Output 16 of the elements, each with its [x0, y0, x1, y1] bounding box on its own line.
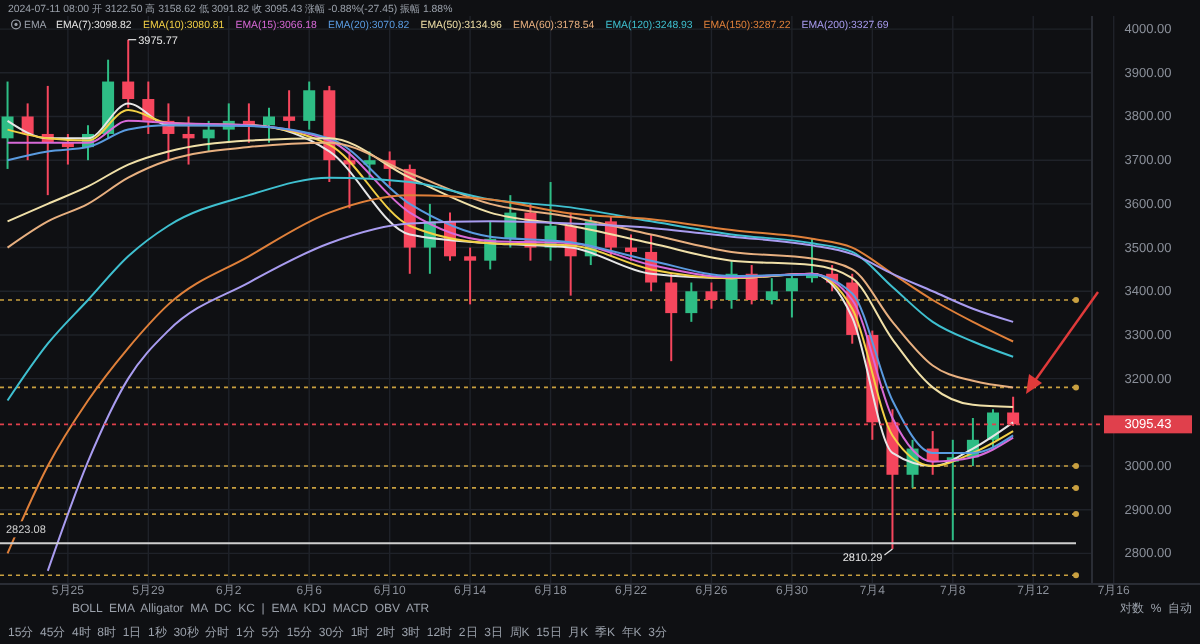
- candlestick: [303, 80, 316, 131]
- candlestick: [21, 102, 34, 162]
- candlestick: [625, 233, 638, 262]
- candlestick: [705, 281, 718, 310]
- candlestick: [464, 246, 477, 306]
- candlestick: [262, 106, 275, 144]
- candlestick: [182, 115, 195, 166]
- line-series: [6, 176, 1015, 402]
- candlestick: [1, 80, 14, 170]
- candlestick: [785, 272, 798, 319]
- candlestick: [202, 119, 215, 153]
- candlestick: [765, 277, 778, 306]
- candlestick: [685, 281, 698, 323]
- candlestick: [283, 89, 296, 131]
- candlestick: [665, 272, 678, 363]
- candlestick: [363, 150, 376, 179]
